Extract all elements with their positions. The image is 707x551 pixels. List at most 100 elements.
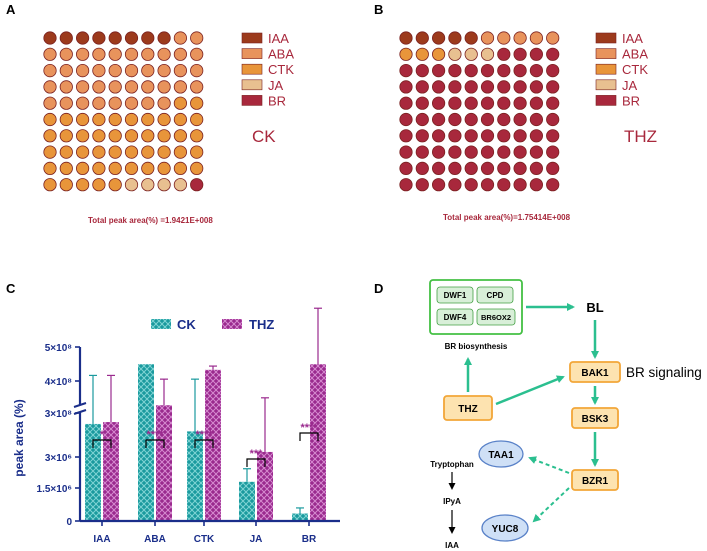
legend-label-thz: THZ: [249, 317, 274, 332]
waffle-cell-br: [448, 112, 462, 127]
waffle-cell-br: [448, 161, 462, 175]
waffle-cell-br: [448, 64, 462, 78]
waffle-cell-ctk: [124, 145, 139, 159]
waffle-cell-iaa: [76, 31, 90, 45]
x-tick-label: ABA: [144, 534, 166, 545]
x-tick-label: IAA: [93, 534, 110, 545]
waffle-cell-br: [513, 129, 527, 143]
waffle-cell-ctk: [76, 161, 90, 175]
waffle-cell-br: [415, 178, 429, 192]
waffle-cell-ctk: [157, 129, 171, 143]
waffle-cell-ctk: [157, 112, 171, 127]
yuc8-node: [481, 514, 529, 542]
waffle-cell-ctk: [431, 47, 446, 61]
legend-label-br: BR: [622, 93, 640, 108]
waffle-cell-ctk: [92, 178, 106, 192]
bars: [85, 307, 326, 521]
waffle-cell-ctk: [108, 178, 122, 192]
waffle-cell-ctk: [141, 161, 155, 175]
waffle-cell-ja: [157, 178, 171, 192]
waffle-cell-br: [431, 64, 446, 78]
waffle-cell-iaa: [415, 31, 429, 45]
waffle-cell-aba: [43, 80, 57, 94]
waffle-cell-br: [497, 64, 511, 78]
total-peak-area-thz: Total peak area(%)=1.75414E+008: [443, 213, 571, 222]
significance-bracket: [145, 439, 165, 448]
waffle-cell-aba: [141, 80, 155, 94]
waffle-cell-br: [431, 161, 446, 175]
waffle-cell-ctk: [173, 161, 187, 175]
waffle-cell-aba: [173, 64, 187, 78]
waffle-cell-aba: [190, 64, 204, 78]
bzr1-label: BZR1: [582, 476, 609, 487]
waffle-cell-br: [513, 112, 527, 127]
waffle-cell-ctk: [190, 112, 204, 127]
legend-swatch-aba: [241, 48, 263, 59]
bar-chart: CK THZ peak area (%) 0 1.5×10⁶ 3×10⁶ 3×10⁸ 4…: [12, 307, 340, 545]
waffle-chart-ck: [43, 31, 204, 192]
waffle-cell-br: [399, 96, 413, 110]
waffle-cell-aba: [157, 64, 171, 78]
waffle-cell-br: [464, 64, 478, 78]
waffle-cell-ja: [464, 47, 478, 61]
legend-swatch-br: [595, 95, 617, 106]
legend-swatch-ctk: [241, 63, 263, 75]
waffle-cell-aba: [157, 96, 171, 110]
significance-bracket: [246, 458, 266, 467]
waffle-cell-br: [546, 112, 560, 127]
waffle-cell-ctk: [108, 112, 122, 127]
waffle-cell-br: [513, 64, 527, 78]
pathway-diagram: DWF1 CPD DWF4 BR6OX2 BR biosynthesis BL …: [429, 279, 702, 550]
legend-swatch-iaa: [595, 32, 617, 44]
bl-label: BL: [586, 300, 603, 315]
waffle-cell-br: [448, 80, 462, 94]
waffle-cell-ctk: [108, 129, 122, 143]
waffle-cell-aba: [190, 31, 204, 45]
waffle-cell-ctk: [59, 161, 73, 175]
waffle-cell-br: [431, 178, 446, 192]
legend-label-ctk: CTK: [268, 62, 294, 77]
bsk3-label: BSK3: [582, 414, 609, 425]
ipya-label: IPyA: [443, 497, 461, 506]
waffle-cell-aba: [141, 47, 155, 61]
waffle-cell-br: [415, 96, 429, 110]
waffle-cell-br: [546, 64, 560, 78]
waffle-cell-br: [431, 129, 446, 143]
legend-swatch-ja: [241, 79, 263, 91]
waffle-cell-ja: [480, 47, 495, 61]
waffle-cell-br: [431, 96, 446, 110]
waffle-cell-br: [480, 64, 495, 78]
waffle-cell-aba: [124, 64, 139, 78]
waffle-cell-ctk: [141, 129, 155, 143]
waffle-cell-aba: [43, 64, 57, 78]
arrow-thz-to-bak1: [495, 375, 565, 406]
y-tick-label: 0: [66, 517, 72, 528]
waffle-cell-ctk: [173, 145, 187, 159]
waffle-cell-aba: [546, 31, 560, 45]
x-tick-label: JA: [250, 534, 263, 545]
waffle-cell-iaa: [43, 31, 57, 45]
waffle-cell-aba: [173, 47, 187, 61]
legend-label-ck: CK: [177, 317, 196, 332]
thz-label: THZ: [458, 404, 477, 415]
waffle-cell-br: [546, 80, 560, 94]
waffle-cell-iaa: [124, 31, 139, 45]
waffle-cell-br: [415, 112, 429, 127]
waffle-cell-br: [399, 161, 413, 175]
waffle-cell-aba: [157, 80, 171, 94]
waffle-cell-ctk: [141, 145, 155, 159]
total-peak-area-ck: Total peak area(%) =1.9421E+008: [88, 216, 213, 225]
waffle-cell-br: [497, 112, 511, 127]
waffle-cell-ctk: [92, 112, 106, 127]
waffle-cell-br: [513, 178, 527, 192]
legend-label-br: BR: [268, 93, 286, 108]
bar-ck-ja: [239, 481, 255, 521]
waffle-cell-aba: [157, 47, 171, 61]
waffle-cell-br: [464, 161, 478, 175]
waffle-cell-ctk: [76, 145, 90, 159]
tryptophan-label: Tryptophan: [430, 460, 474, 469]
waffle-cell-aba: [124, 80, 139, 94]
waffle-cell-br: [529, 161, 544, 175]
waffle-cell-br: [513, 161, 527, 175]
significance-bracket: [194, 439, 214, 448]
